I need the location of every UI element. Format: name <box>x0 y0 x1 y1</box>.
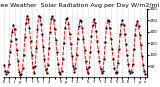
Title: Milwaukee Weather  Solar Radiation Avg per Day W/m2/minute: Milwaukee Weather Solar Radiation Avg pe… <box>0 3 160 8</box>
